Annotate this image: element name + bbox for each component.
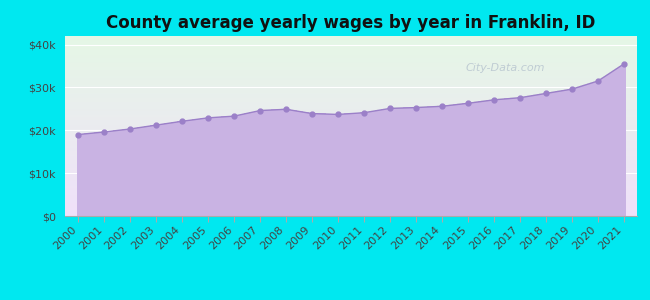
Title: County average yearly wages by year in Franklin, ID: County average yearly wages by year in F… (107, 14, 595, 32)
Text: City-Data.com: City-Data.com (465, 63, 545, 74)
